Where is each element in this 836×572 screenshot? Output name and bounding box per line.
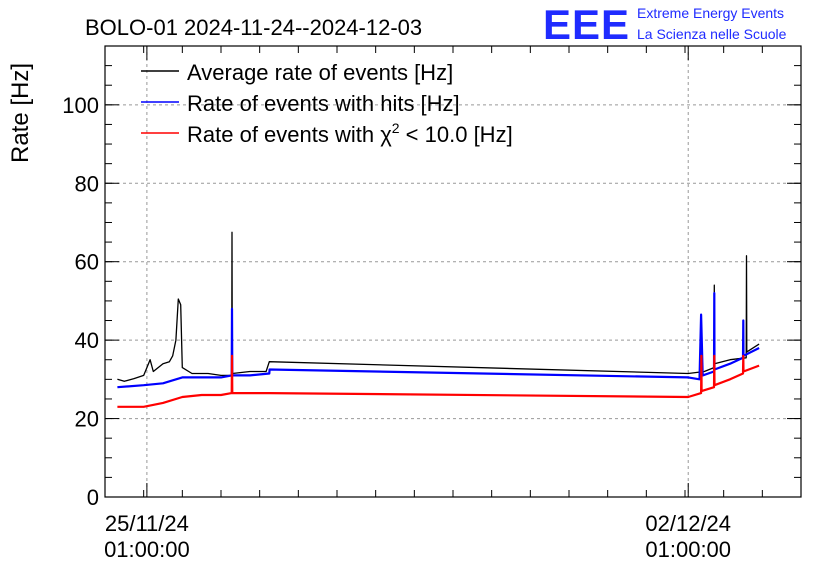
legend-label-chi2: Rate of events with χ2 < 10.0 [Hz] [187, 120, 513, 147]
y-tick-label: 40 [75, 328, 99, 353]
legend-label-average: Average rate of events [Hz] [187, 60, 453, 85]
y-tick-label: 0 [87, 485, 99, 510]
y-tick-label: 60 [75, 250, 99, 275]
series-chi2-line [117, 354, 760, 408]
series-average-line [117, 231, 760, 382]
legend-chi2-prefix: Rate of events with χ [187, 122, 392, 147]
grid [105, 46, 801, 497]
logo-line2: La Scienza nelle Scuole [637, 26, 787, 42]
y-axis-label: Rate [Hz] [7, 63, 34, 163]
logo-letters: EEE [543, 1, 630, 48]
chart-title: BOLO-01 2024-11-24--2024-12-03 [85, 15, 422, 40]
legend-label-hits: Rate of events with hits [Hz] [187, 91, 460, 116]
series-hits-line [117, 292, 760, 389]
axes: 02040608010025/11/2401:00:0002/12/2401:0… [62, 45, 802, 562]
legend: Average rate of events [Hz] Rate of even… [141, 60, 513, 147]
legend-chi2-suffix: < 10.0 [Hz] [400, 122, 513, 147]
eee-logo: EEE Extreme Energy Events La Scienza nel… [543, 1, 787, 48]
x-tick-label-time: 01:00:00 [645, 537, 731, 562]
x-tick-label-date: 02/12/24 [645, 511, 731, 536]
x-tick-label-date: 25/11/24 [105, 511, 189, 536]
y-tick-label: 80 [75, 171, 99, 196]
y-tick-label: 20 [75, 407, 99, 432]
series-lines [117, 231, 760, 408]
y-tick-label: 100 [62, 93, 99, 118]
logo-line1: Extreme Energy Events [637, 5, 784, 21]
legend-chi2-superscript: 2 [392, 120, 400, 136]
plot-frame [104, 45, 802, 498]
x-tick-label-time: 01:00:00 [104, 537, 190, 562]
